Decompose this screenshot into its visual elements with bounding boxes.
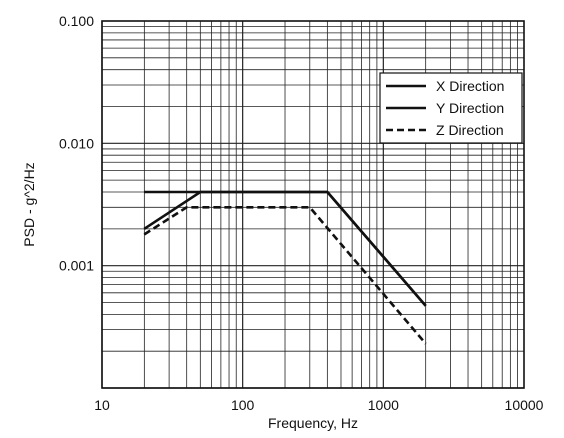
y-tick-label: 0.100 xyxy=(59,13,94,29)
x-tick-label: 1000 xyxy=(368,397,399,413)
x-tick-label: 100 xyxy=(231,397,255,413)
legend-label: Z Direction xyxy=(436,122,504,138)
tick-labels: 10 100 1000 10000 0.100 0.010 0.001 xyxy=(59,13,544,413)
legend-label: Y Direction xyxy=(436,100,504,116)
series-line-2 xyxy=(143,190,427,307)
plot-frame xyxy=(101,20,525,389)
y-axis-title: PSD - g^2/Hz xyxy=(21,162,37,246)
y-tick-label: 0.001 xyxy=(59,258,94,274)
series-layer xyxy=(143,190,427,345)
x-axis-title: Frequency, Hz xyxy=(268,415,358,431)
series-line-3 xyxy=(143,206,427,345)
legend: X Direction Y Direction Z Direction xyxy=(379,72,523,144)
legend-label: X Direction xyxy=(436,78,504,94)
x-tick-label: 10 xyxy=(94,397,110,413)
y-tick-label: 0.010 xyxy=(59,135,94,151)
x-tick-label: 10000 xyxy=(505,397,544,413)
